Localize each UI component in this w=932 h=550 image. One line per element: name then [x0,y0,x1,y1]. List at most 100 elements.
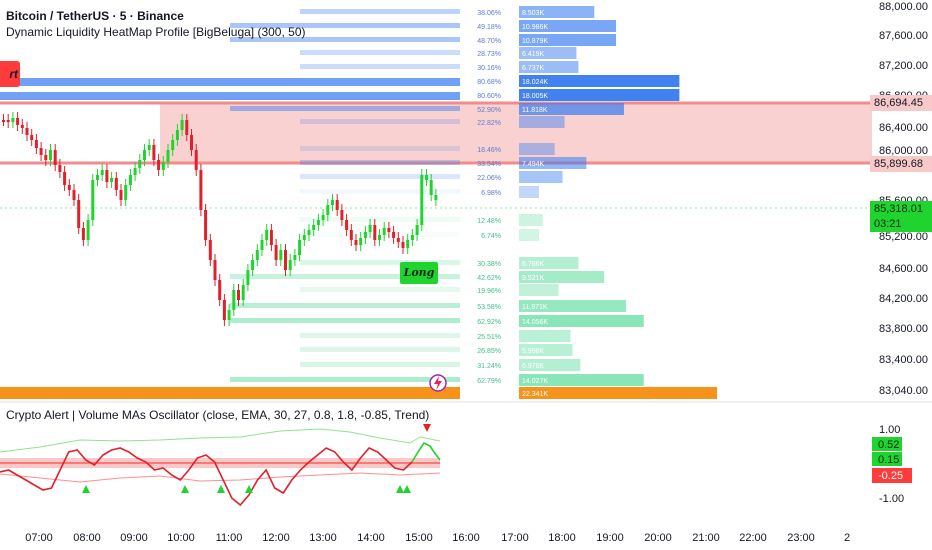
profile-volume: 6.419K [522,51,545,58]
candle-body [378,235,381,240]
candle-body [429,180,433,195]
heatmap-line [300,287,460,292]
profile-bar [519,171,563,183]
candle-body [67,185,71,190]
candle-body [420,175,424,225]
candle-body [265,230,269,240]
buy-signal-arrow [217,485,225,493]
short-signal-label: rt [0,61,20,87]
candle-body [143,150,146,160]
heatmap-line [300,217,460,222]
candle-body [227,310,231,320]
candle-body [39,148,43,155]
candle-body [288,260,292,270]
time-axis-label: 21:00 [692,532,720,544]
heatmap-line [230,274,460,279]
osc-value-b-tag [872,452,902,466]
profile-percent: 25.51% [477,334,501,341]
price-axis-label: 87,600.00 [879,30,928,42]
profile-volume: 10.879K [522,38,548,45]
candle-body [368,225,372,232]
profile-volume: 5.998K [522,348,545,355]
heatmap-line [230,318,460,323]
candle-body [208,240,212,260]
profile-volume: 9.521K [522,275,545,282]
osc-value-c-tag [872,468,912,483]
symbol-title[interactable]: Bitcoin / TetherUS · 5 · Binance [6,9,184,23]
osc-axis-label-bottom: -1.00 [879,493,904,505]
candle-body [345,220,349,230]
candle-body [269,230,273,245]
candle-body [72,190,76,200]
candle-body [359,238,363,245]
profile-bar [519,157,587,169]
heatmap-line [230,23,460,28]
profile-volume: 14.056K [522,319,548,326]
oscillator-title[interactable]: Crypto Alert | Volume MAs Oscillator (cl… [6,408,430,422]
lightning-icon[interactable] [429,374,447,392]
osc-value-b: 0.15 [878,454,899,466]
candle-body [373,225,377,240]
price-axis-label: 83,400.00 [879,354,928,366]
price-axis-label: 87,200.00 [879,60,928,72]
heatmap-line [300,174,460,179]
profile-percent: 80.60% [477,93,501,100]
candle-body [20,125,24,128]
candle-body [171,140,175,150]
profile-bar [519,103,624,115]
time-axis-label: 10:00 [167,532,195,544]
time-axis-label: 23:00 [787,532,815,544]
profile-bar [519,89,680,101]
oscillator-upper-band [0,428,441,453]
profile-percent: 49.18% [477,24,501,31]
candle-body [387,228,391,232]
profile-bar [519,186,539,198]
candle-body [180,120,184,130]
profile-percent: 30.38% [477,261,501,268]
profile-bar [519,344,573,356]
candle-body [425,175,428,180]
price-axis[interactable]: 88,000.0087,600.0087,200.0086,800.0086,4… [879,1,928,397]
candle-body [213,260,217,280]
profile-bar [519,20,617,32]
profile-percent: 100.00% [473,391,501,398]
profile-bar [519,143,555,155]
candle-body [260,240,264,250]
profile-percent: 6.74% [481,233,501,240]
candlesticks [2,112,438,326]
osc-value-a: 0.52 [878,439,899,451]
candle-body [237,290,240,300]
poc-line [0,387,460,399]
heatmap-line [300,9,460,14]
volume-profile: 38.06% 8.503K 49.18% 10.986K 48.70% 10.879K 28… [473,6,717,399]
candle-body [147,145,151,150]
candle-body [312,225,316,230]
time-axis-label: 15:00 [405,532,433,544]
time-axis[interactable]: 07:00 08:00 09:00 10:00 11:00 12:00 13:00 14:00… [25,532,850,544]
heatmap-line [0,78,460,86]
heatmap-line [230,37,460,42]
current-price-tag: 85,318.01 [870,201,932,217]
candle-body [157,160,161,170]
candle-body [185,120,189,135]
candle-body [382,228,386,235]
candle-body [91,180,95,220]
buy-signal-arrow [181,485,189,493]
oscillator-line-green [411,441,441,463]
profile-bar [519,75,680,87]
time-axis-label: 20:00 [644,532,672,544]
profile-volume: 11.818K [522,107,548,114]
heatmap-line [300,189,460,194]
candle-body [434,195,438,200]
profile-bar [519,300,626,312]
price-axis-label: 88,000.00 [879,1,928,13]
candle-body [63,172,67,185]
sell-zone-band [160,103,872,163]
candle-body [25,128,29,135]
profile-percent: 28.73% [477,51,501,58]
long-signal-label: Long [400,262,438,284]
indicator-title[interactable]: Dynamic Liquidity HeatMap Profile [BigBe… [6,25,306,39]
time-axis-label: 2 [844,532,850,544]
candle-body [138,160,142,168]
